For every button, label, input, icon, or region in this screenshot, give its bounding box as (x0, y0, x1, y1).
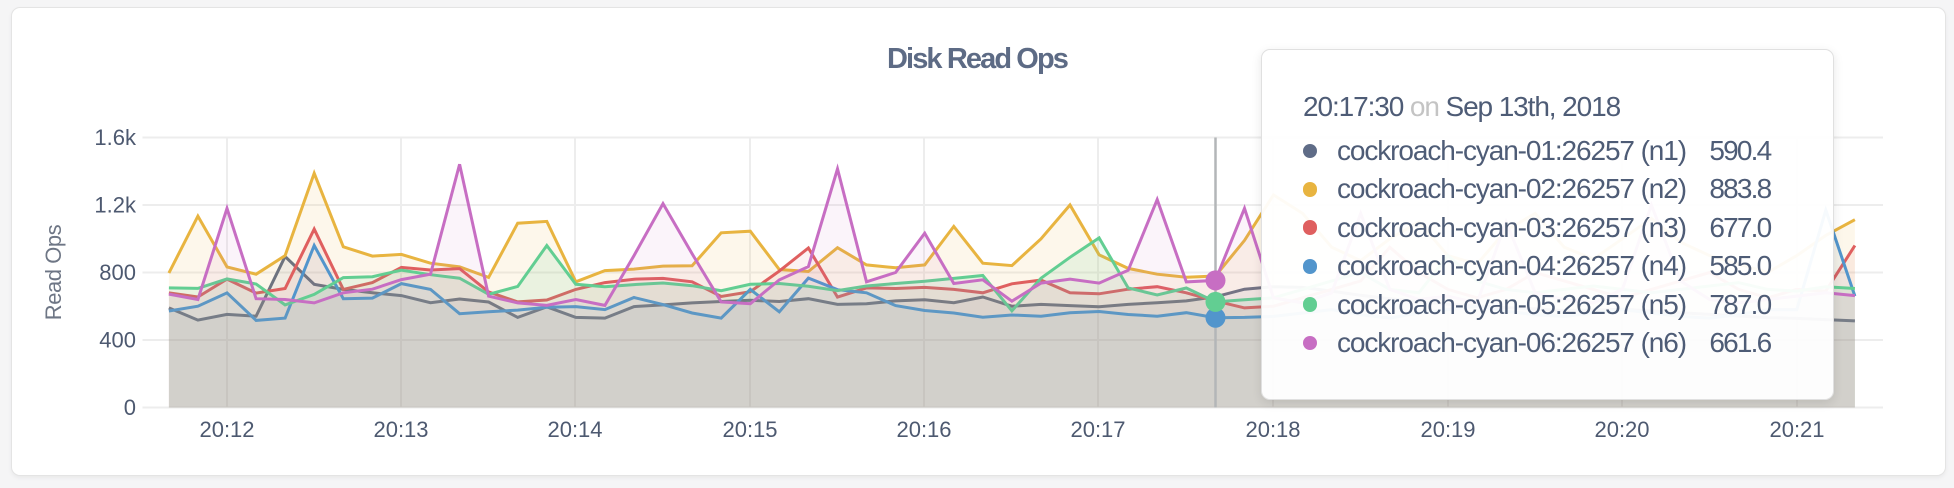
svg-text:400: 400 (99, 327, 136, 352)
svg-text:20:18: 20:18 (1245, 417, 1300, 442)
svg-text:20:13: 20:13 (373, 417, 428, 442)
svg-text:20:20: 20:20 (1594, 417, 1649, 442)
svg-text:0: 0 (124, 395, 136, 420)
svg-text:1.6k: 1.6k (94, 125, 137, 150)
svg-text:20:19: 20:19 (1420, 417, 1475, 442)
svg-text:20:17: 20:17 (1070, 417, 1125, 442)
svg-text:20:14: 20:14 (547, 417, 602, 442)
svg-text:20:15: 20:15 (722, 417, 777, 442)
svg-text:800: 800 (99, 260, 136, 285)
svg-text:1.2k: 1.2k (94, 192, 137, 217)
svg-text:Read Ops: Read Ops (41, 224, 66, 320)
svg-text:20:12: 20:12 (199, 417, 254, 442)
svg-text:20:21: 20:21 (1769, 417, 1824, 442)
svg-text:20:16: 20:16 (896, 417, 951, 442)
